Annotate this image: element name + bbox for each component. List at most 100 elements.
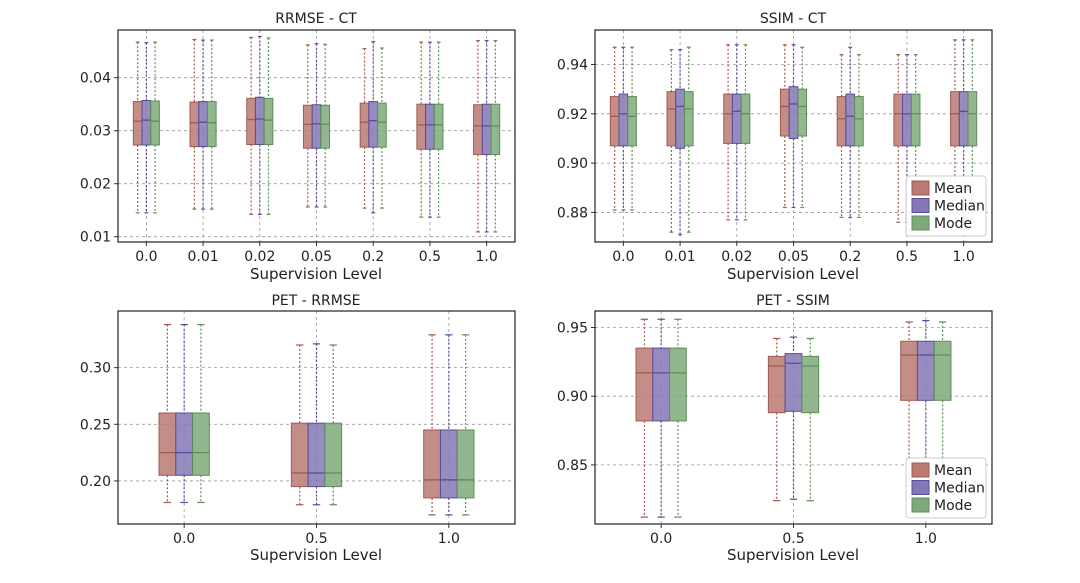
x-tick-label: 0.2: [362, 249, 384, 265]
x-tick-label: 1.0: [476, 249, 498, 265]
box: [192, 412, 210, 476]
box: [967, 91, 978, 147]
panel-title: PET - RRMSE: [271, 293, 360, 309]
series-mode: [150, 37, 501, 233]
box: [609, 96, 620, 147]
axes-frame: [117, 310, 516, 525]
x-axis-label: Supervision Level: [727, 546, 859, 564]
box: [473, 104, 483, 156]
y-tick-label: 0.03: [80, 124, 111, 140]
panel-rrmse-ct: RRMSE - CT Supervision Level 0.01 0.02 0.0…: [80, 11, 516, 283]
box: [635, 347, 654, 422]
x-tick-label: 0.02: [244, 249, 275, 265]
legend-label-mode: Mode: [934, 216, 972, 232]
box: [797, 88, 808, 137]
box: [307, 422, 326, 488]
panel-title: PET - SSIM: [756, 293, 830, 309]
y-tick-label: 0.95: [557, 320, 588, 336]
box: [302, 104, 313, 149]
box: [854, 96, 864, 147]
box: [801, 355, 820, 414]
box: [254, 96, 265, 145]
x-tick-label: 0.0: [173, 531, 195, 547]
x-tick-label: 1.0: [953, 249, 975, 265]
series-mode: [627, 39, 978, 233]
legend-swatch-mean: [911, 462, 930, 478]
panel-pet-ssim: PET - SSIM Supervision Level 0.85 0.90 0.9…: [557, 293, 993, 564]
series-mean: [132, 36, 483, 233]
legend-label-mean: Mean: [934, 463, 972, 479]
legend-swatch-mean: [911, 180, 930, 196]
box: [784, 353, 803, 412]
box: [731, 93, 742, 144]
y-tick-label: 0.92: [557, 107, 588, 123]
box: [246, 97, 256, 145]
box: [425, 103, 435, 150]
legend-swatch-mode: [911, 497, 930, 513]
axes-frame: [117, 29, 516, 243]
box: [627, 96, 637, 147]
y-tick-label: 0.30: [80, 361, 111, 377]
series-mean: [158, 323, 441, 516]
x-tick-label: 0.5: [896, 249, 918, 265]
y-tick-label: 0.90: [557, 389, 588, 405]
box: [456, 429, 475, 499]
box: [683, 91, 694, 147]
box: [175, 412, 194, 476]
box: [416, 103, 427, 150]
box: [958, 91, 969, 147]
box: [900, 340, 918, 401]
box: [141, 99, 152, 146]
x-tick-label: 0.5: [419, 249, 441, 265]
box: [845, 93, 856, 147]
box: [150, 100, 160, 146]
x-axis-label: Supervision Level: [250, 546, 382, 564]
box: [132, 101, 143, 146]
box: [652, 347, 671, 422]
x-tick-label: 0.05: [301, 249, 332, 265]
box: [263, 97, 274, 145]
y-tick-label: 0.25: [80, 417, 111, 433]
y-tick-label: 0.20: [80, 474, 111, 490]
box: [723, 93, 733, 144]
box: [481, 103, 492, 156]
x-axis-label: Supervision Level: [250, 265, 382, 283]
x-axis-label: Supervision Level: [727, 265, 859, 283]
box: [767, 355, 786, 414]
panel-title: SSIM - CT: [760, 11, 827, 27]
box: [206, 101, 217, 148]
box: [290, 422, 309, 488]
x-tick-label: 0.2: [839, 249, 861, 265]
series-mean: [609, 39, 960, 233]
axes-frame: [594, 29, 993, 243]
y-tick-label: 0.02: [80, 177, 111, 193]
box: [836, 96, 847, 147]
panel-ssim-ct: SSIM - CT Supervision Level 0.88 0.90 0.92…: [557, 11, 993, 283]
box: [666, 91, 677, 147]
box: [788, 86, 799, 139]
box: [933, 340, 952, 401]
legend-label-mean: Mean: [934, 181, 972, 197]
series-mode: [192, 323, 475, 516]
x-tick-label: 1.0: [438, 531, 460, 547]
box: [189, 101, 200, 148]
box: [368, 101, 379, 148]
box: [902, 93, 912, 147]
box: [377, 102, 387, 148]
box: [779, 88, 790, 137]
y-tick-label: 0.85: [557, 458, 588, 474]
y-tick-label: 0.04: [80, 71, 111, 87]
y-tick-label: 0.01: [80, 230, 111, 246]
box: [675, 88, 685, 149]
legend-label-median: Median: [934, 481, 985, 497]
box: [359, 102, 370, 148]
legend-swatch-median: [911, 480, 930, 495]
x-tick-label: 0.01: [187, 249, 218, 265]
series-mean: [635, 318, 918, 518]
box: [324, 422, 343, 488]
box: [669, 347, 687, 422]
box: [618, 93, 629, 147]
box: [198, 101, 208, 148]
